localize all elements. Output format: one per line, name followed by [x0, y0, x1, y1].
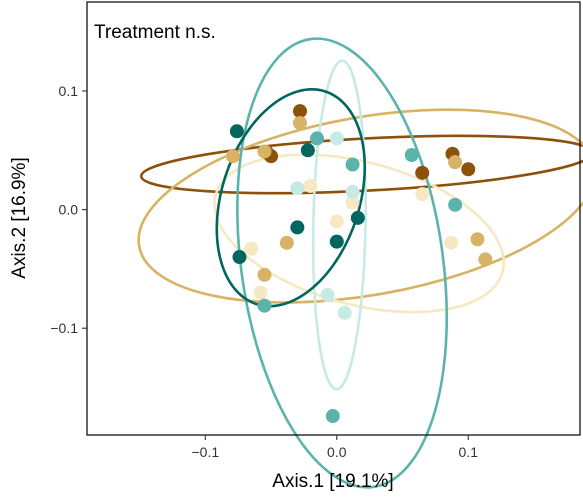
- confidence-ellipse-2: [137, 108, 583, 304]
- x-axis: −0.1 0.0 0.1: [191, 435, 478, 460]
- data-point-6-4: [300, 143, 315, 158]
- data-point-3-6: [415, 187, 430, 202]
- data-point-3-4: [329, 214, 344, 229]
- y-axis-title: Axis.2 [16.9%]: [9, 157, 30, 278]
- data-point-2-3: [292, 116, 307, 131]
- data-point-4-4: [345, 184, 360, 199]
- y-tick-label: 0.0: [59, 202, 79, 218]
- data-point-2-6: [448, 155, 463, 170]
- data-point-4-5: [329, 131, 344, 146]
- confidence-ellipse-5: [236, 37, 449, 489]
- data-point-2-5: [257, 267, 272, 282]
- data-point-3-1: [244, 241, 259, 256]
- data-point-1-4: [415, 165, 430, 180]
- data-point-2-2: [257, 144, 272, 159]
- data-point-3-2: [253, 285, 268, 300]
- data-point-5-6: [325, 409, 340, 424]
- data-point-6-5: [329, 234, 344, 249]
- x-axis-title: Axis.1 [19.1%]: [272, 471, 393, 492]
- y-tick-label: 0.1: [59, 83, 79, 99]
- data-point-6-3: [290, 220, 305, 235]
- data-point-5-1: [257, 298, 272, 313]
- data-point-4-1: [290, 181, 305, 196]
- confidence-ellipse-3: [213, 153, 506, 314]
- data-point-4-2: [320, 288, 335, 303]
- confidence-ellipse-1: [139, 134, 583, 195]
- x-tick-label: 0.1: [459, 444, 479, 460]
- data-point-2-7: [470, 232, 485, 247]
- data-point-1-6: [461, 162, 476, 177]
- data-point-5-2: [310, 131, 325, 146]
- significance-annotation: Treatment n.s.: [94, 22, 216, 43]
- confidence-ellipse-4: [311, 59, 367, 391]
- data-point-3-7: [444, 235, 459, 250]
- point-layer: [225, 104, 493, 424]
- data-point-6-2: [232, 250, 247, 265]
- ellipse-layer: [137, 37, 583, 489]
- data-point-1-1: [292, 104, 307, 119]
- data-point-4-3: [337, 305, 352, 320]
- data-point-5-5: [448, 197, 463, 212]
- data-point-6-6: [350, 210, 365, 225]
- data-point-2-8: [478, 252, 493, 267]
- y-axis: −0.1 0.0 0.1: [50, 83, 87, 336]
- data-point-5-4: [404, 148, 419, 163]
- x-tick-label: −0.1: [191, 444, 219, 460]
- plot-panel-border: [86, 1, 581, 436]
- y-tick-label: −0.1: [50, 320, 78, 336]
- x-tick-label: 0.0: [327, 444, 347, 460]
- data-point-5-3: [345, 157, 360, 172]
- data-point-2-1: [225, 149, 240, 164]
- data-point-3-5: [345, 195, 360, 210]
- data-point-2-4: [279, 235, 294, 250]
- data-point-3-3: [303, 178, 318, 193]
- data-point-6-1: [229, 124, 244, 139]
